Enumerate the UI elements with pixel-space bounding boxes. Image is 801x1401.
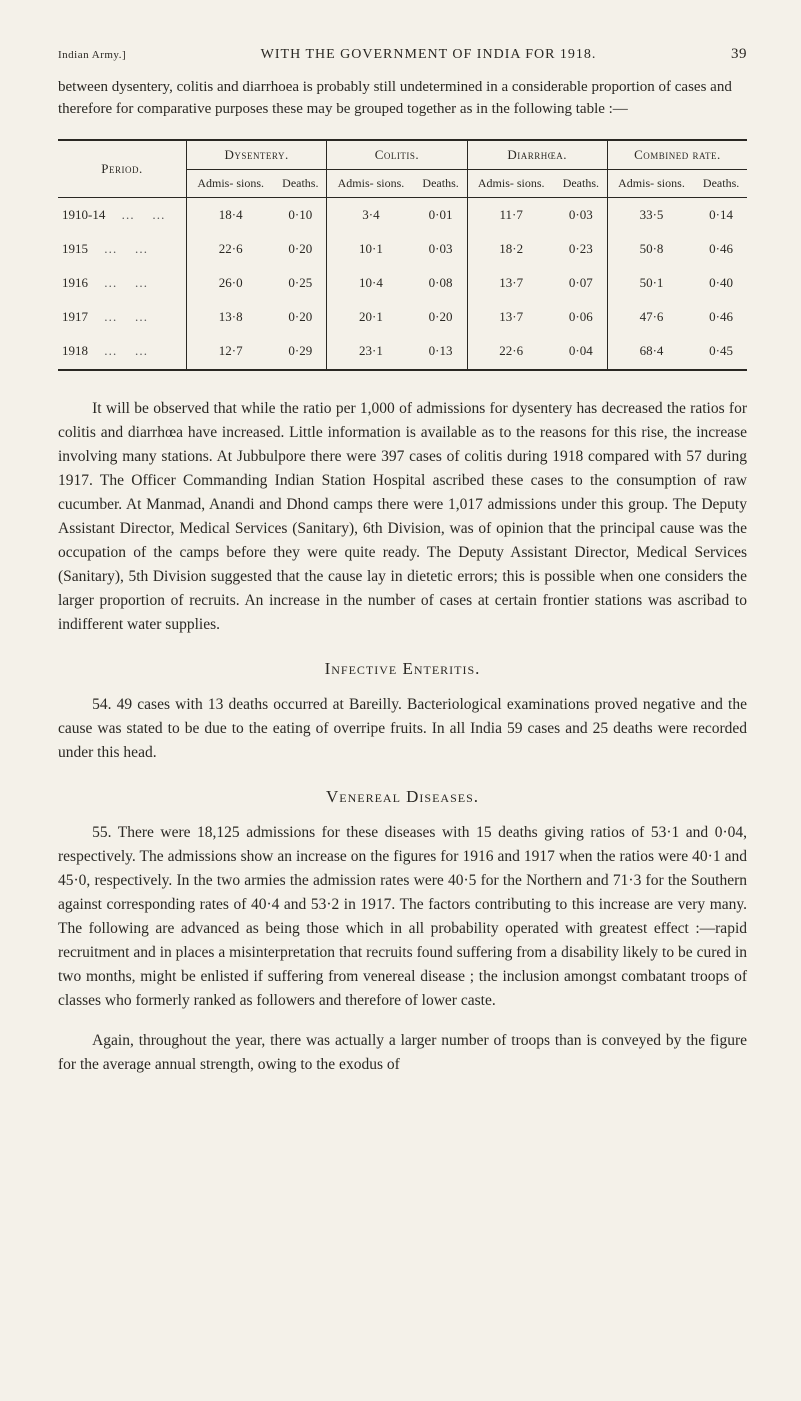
cell: 18·2	[467, 232, 555, 266]
table-row: 1916 26·0 0·25 10·4 0·08 13·7 0·07 50·1 …	[58, 266, 747, 300]
cell: 0·04	[555, 334, 607, 370]
sub-dth: Deaths.	[555, 169, 607, 197]
period: 1916	[62, 275, 88, 290]
cell: 0·13	[415, 334, 467, 370]
paragraph-4: Again, throughout the year, there was ac…	[58, 1029, 747, 1077]
cell: 33·5	[607, 197, 695, 232]
table-body: 1910-14 18·4 0·10 3·4 0·01 11·7 0·03 33·…	[58, 197, 747, 370]
heading-venereal-diseases: Venereal Diseases.	[58, 787, 747, 807]
sub-adm: Admis- sions.	[467, 169, 555, 197]
cell: 0·46	[695, 232, 747, 266]
group-dysentery: Dysentery.	[187, 140, 327, 170]
cell: 0·20	[274, 300, 326, 334]
period: 1917	[62, 309, 88, 324]
table-row: 1915 22·6 0·20 10·1 0·03 18·2 0·23 50·8 …	[58, 232, 747, 266]
cell: 12·7	[187, 334, 275, 370]
cell: 3·4	[327, 197, 415, 232]
paragraph-2: 54. 49 cases with 13 deaths occurred at …	[58, 693, 747, 765]
running-head: Indian Army.] WITH THE GOVERNMENT OF IND…	[58, 46, 747, 63]
cell: 13·8	[187, 300, 275, 334]
leader-dots	[88, 309, 150, 324]
cell: 18·4	[187, 197, 275, 232]
period: 1918	[62, 343, 88, 358]
cell: 47·6	[607, 300, 695, 334]
cell: 26·0	[187, 266, 275, 300]
intro-paragraph: between dysentery, colitis and diarrhoea…	[58, 77, 747, 121]
cell: 13·7	[467, 266, 555, 300]
paragraph-1: It will be observed that while the ratio…	[58, 397, 747, 637]
cell: 0·29	[274, 334, 326, 370]
leader-dots	[88, 241, 150, 256]
stats-table: Period. Dysentery. Colitis. Diarrhœa. Co…	[58, 139, 747, 371]
leader-dots	[88, 275, 150, 290]
group-combined: Combined rate.	[607, 140, 747, 170]
cell: 0·45	[695, 334, 747, 370]
cell: 0·03	[415, 232, 467, 266]
cell: 0·14	[695, 197, 747, 232]
leader-dots	[105, 207, 167, 222]
cell: 0·07	[555, 266, 607, 300]
cell: 0·03	[555, 197, 607, 232]
cell: 0·20	[274, 232, 326, 266]
leader-dots	[88, 343, 150, 358]
cell: 22·6	[187, 232, 275, 266]
cell: 20·1	[327, 300, 415, 334]
cell: 0·20	[415, 300, 467, 334]
cell: 23·1	[327, 334, 415, 370]
cell: 0·10	[274, 197, 326, 232]
sub-adm: Admis- sions.	[607, 169, 695, 197]
cell: 13·7	[467, 300, 555, 334]
sub-dth: Deaths.	[695, 169, 747, 197]
cell: 11·7	[467, 197, 555, 232]
cell: 0·40	[695, 266, 747, 300]
runhead-center: WITH THE GOVERNMENT OF INDIA FOR 1918.	[261, 47, 597, 63]
cell: 50·8	[607, 232, 695, 266]
group-diarrhoea: Diarrhœa.	[467, 140, 607, 170]
cell: 0·46	[695, 300, 747, 334]
table-row: 1918 12·7 0·29 23·1 0·13 22·6 0·04 68·4 …	[58, 334, 747, 370]
cell: 68·4	[607, 334, 695, 370]
cell: 22·6	[467, 334, 555, 370]
cell: 0·08	[415, 266, 467, 300]
cell: 10·1	[327, 232, 415, 266]
table-row: 1910-14 18·4 0·10 3·4 0·01 11·7 0·03 33·…	[58, 197, 747, 232]
sub-dth: Deaths.	[415, 169, 467, 197]
period: 1910-14	[62, 207, 105, 222]
heading-infective-enteritis: Infective Enteritis.	[58, 659, 747, 679]
cell: 50·1	[607, 266, 695, 300]
col-period: Period.	[58, 140, 187, 198]
paragraph-3: 55. There were 18,125 admissions for the…	[58, 821, 747, 1013]
runhead-left: Indian Army.]	[58, 49, 126, 61]
period: 1915	[62, 241, 88, 256]
sub-dth: Deaths.	[274, 169, 326, 197]
cell: 10·4	[327, 266, 415, 300]
cell: 0·01	[415, 197, 467, 232]
page-number: 39	[731, 46, 747, 63]
page: Indian Army.] WITH THE GOVERNMENT OF IND…	[0, 0, 801, 1401]
sub-adm: Admis- sions.	[327, 169, 415, 197]
cell: 0·06	[555, 300, 607, 334]
cell: 0·23	[555, 232, 607, 266]
table-row: 1917 13·8 0·20 20·1 0·20 13·7 0·06 47·6 …	[58, 300, 747, 334]
group-colitis: Colitis.	[327, 140, 467, 170]
sub-adm: Admis- sions.	[187, 169, 275, 197]
cell: 0·25	[274, 266, 326, 300]
